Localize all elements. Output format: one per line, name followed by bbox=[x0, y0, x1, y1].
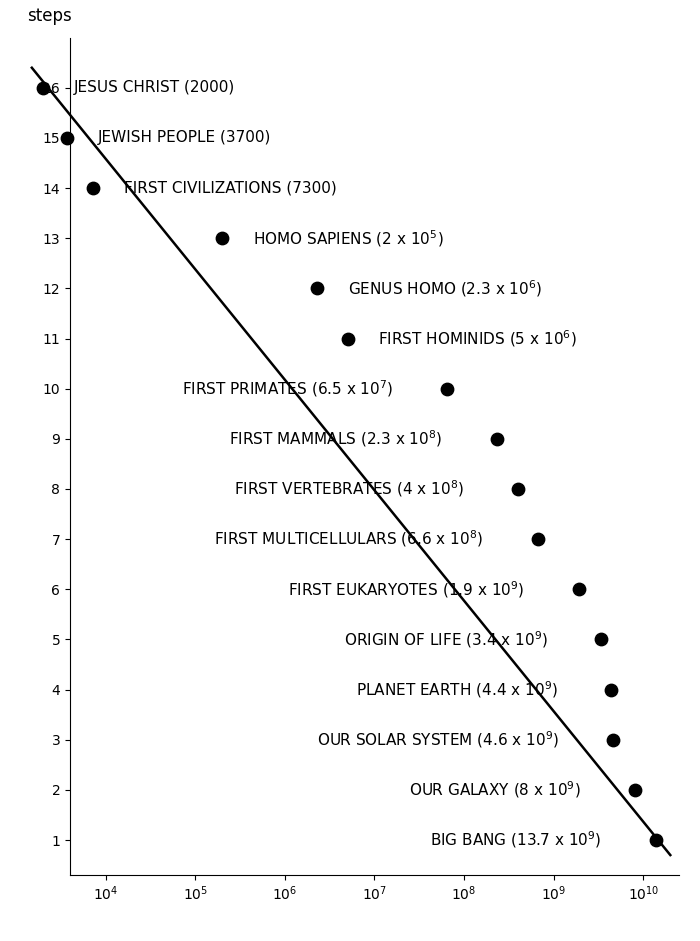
Point bbox=[312, 280, 323, 295]
Text: FIRST MULTICELLULARS (6.6 x 10$^{8}$): FIRST MULTICELLULARS (6.6 x 10$^{8}$) bbox=[214, 529, 484, 550]
Point bbox=[532, 532, 543, 547]
Text: BIG BANG (13.7 x 10$^{9}$): BIG BANG (13.7 x 10$^{9}$) bbox=[430, 830, 601, 851]
Text: GENUS HOMO (2.3 x 10$^{6}$): GENUS HOMO (2.3 x 10$^{6}$) bbox=[348, 278, 542, 298]
Point bbox=[491, 431, 502, 446]
Point bbox=[608, 732, 619, 747]
Point bbox=[606, 682, 617, 697]
Point bbox=[217, 231, 228, 246]
Text: JEWISH PEOPLE (3700): JEWISH PEOPLE (3700) bbox=[98, 131, 271, 146]
Point bbox=[342, 331, 353, 346]
Y-axis label: steps: steps bbox=[27, 8, 72, 25]
Text: FIRST CIVILIZATIONS (7300): FIRST CIVILIZATIONS (7300) bbox=[124, 181, 337, 196]
Text: JESUS CHRIST (2000): JESUS CHRIST (2000) bbox=[74, 80, 235, 95]
Text: FIRST MAMMALS (2.3 x 10$^{8}$): FIRST MAMMALS (2.3 x 10$^{8}$) bbox=[229, 428, 442, 449]
Point bbox=[88, 181, 99, 196]
Point bbox=[37, 80, 48, 95]
Text: FIRST PRIMATES (6.5 x 10$^{7}$): FIRST PRIMATES (6.5 x 10$^{7}$) bbox=[182, 378, 393, 399]
Point bbox=[442, 381, 453, 396]
Point bbox=[573, 582, 584, 597]
Point bbox=[650, 833, 662, 848]
Text: PLANET EARTH (4.4 x 10$^{9}$): PLANET EARTH (4.4 x 10$^{9}$) bbox=[356, 679, 557, 700]
Text: FIRST HOMINIDS (5 x 10$^{6}$): FIRST HOMINIDS (5 x 10$^{6}$) bbox=[378, 328, 577, 349]
Text: OUR GALAXY (8 x 10$^{9}$): OUR GALAXY (8 x 10$^{9}$) bbox=[409, 779, 581, 800]
Text: OUR SOLAR SYSTEM (4.6 x 10$^{9}$): OUR SOLAR SYSTEM (4.6 x 10$^{9}$) bbox=[317, 729, 559, 750]
Text: FIRST EUKARYOTES (1.9 x 10$^{9}$): FIRST EUKARYOTES (1.9 x 10$^{9}$) bbox=[288, 579, 525, 599]
Point bbox=[596, 632, 607, 647]
Text: FIRST VERTEBRATES (4 x 10$^{8}$): FIRST VERTEBRATES (4 x 10$^{8}$) bbox=[234, 479, 464, 500]
Point bbox=[512, 482, 524, 497]
Text: ORIGIN OF LIFE (3.4 x 10$^{9}$): ORIGIN OF LIFE (3.4 x 10$^{9}$) bbox=[344, 630, 547, 650]
Point bbox=[62, 131, 73, 146]
Point bbox=[629, 782, 641, 797]
Text: HOMO SAPIENS (2 x 10$^{5}$): HOMO SAPIENS (2 x 10$^{5}$) bbox=[253, 228, 444, 248]
